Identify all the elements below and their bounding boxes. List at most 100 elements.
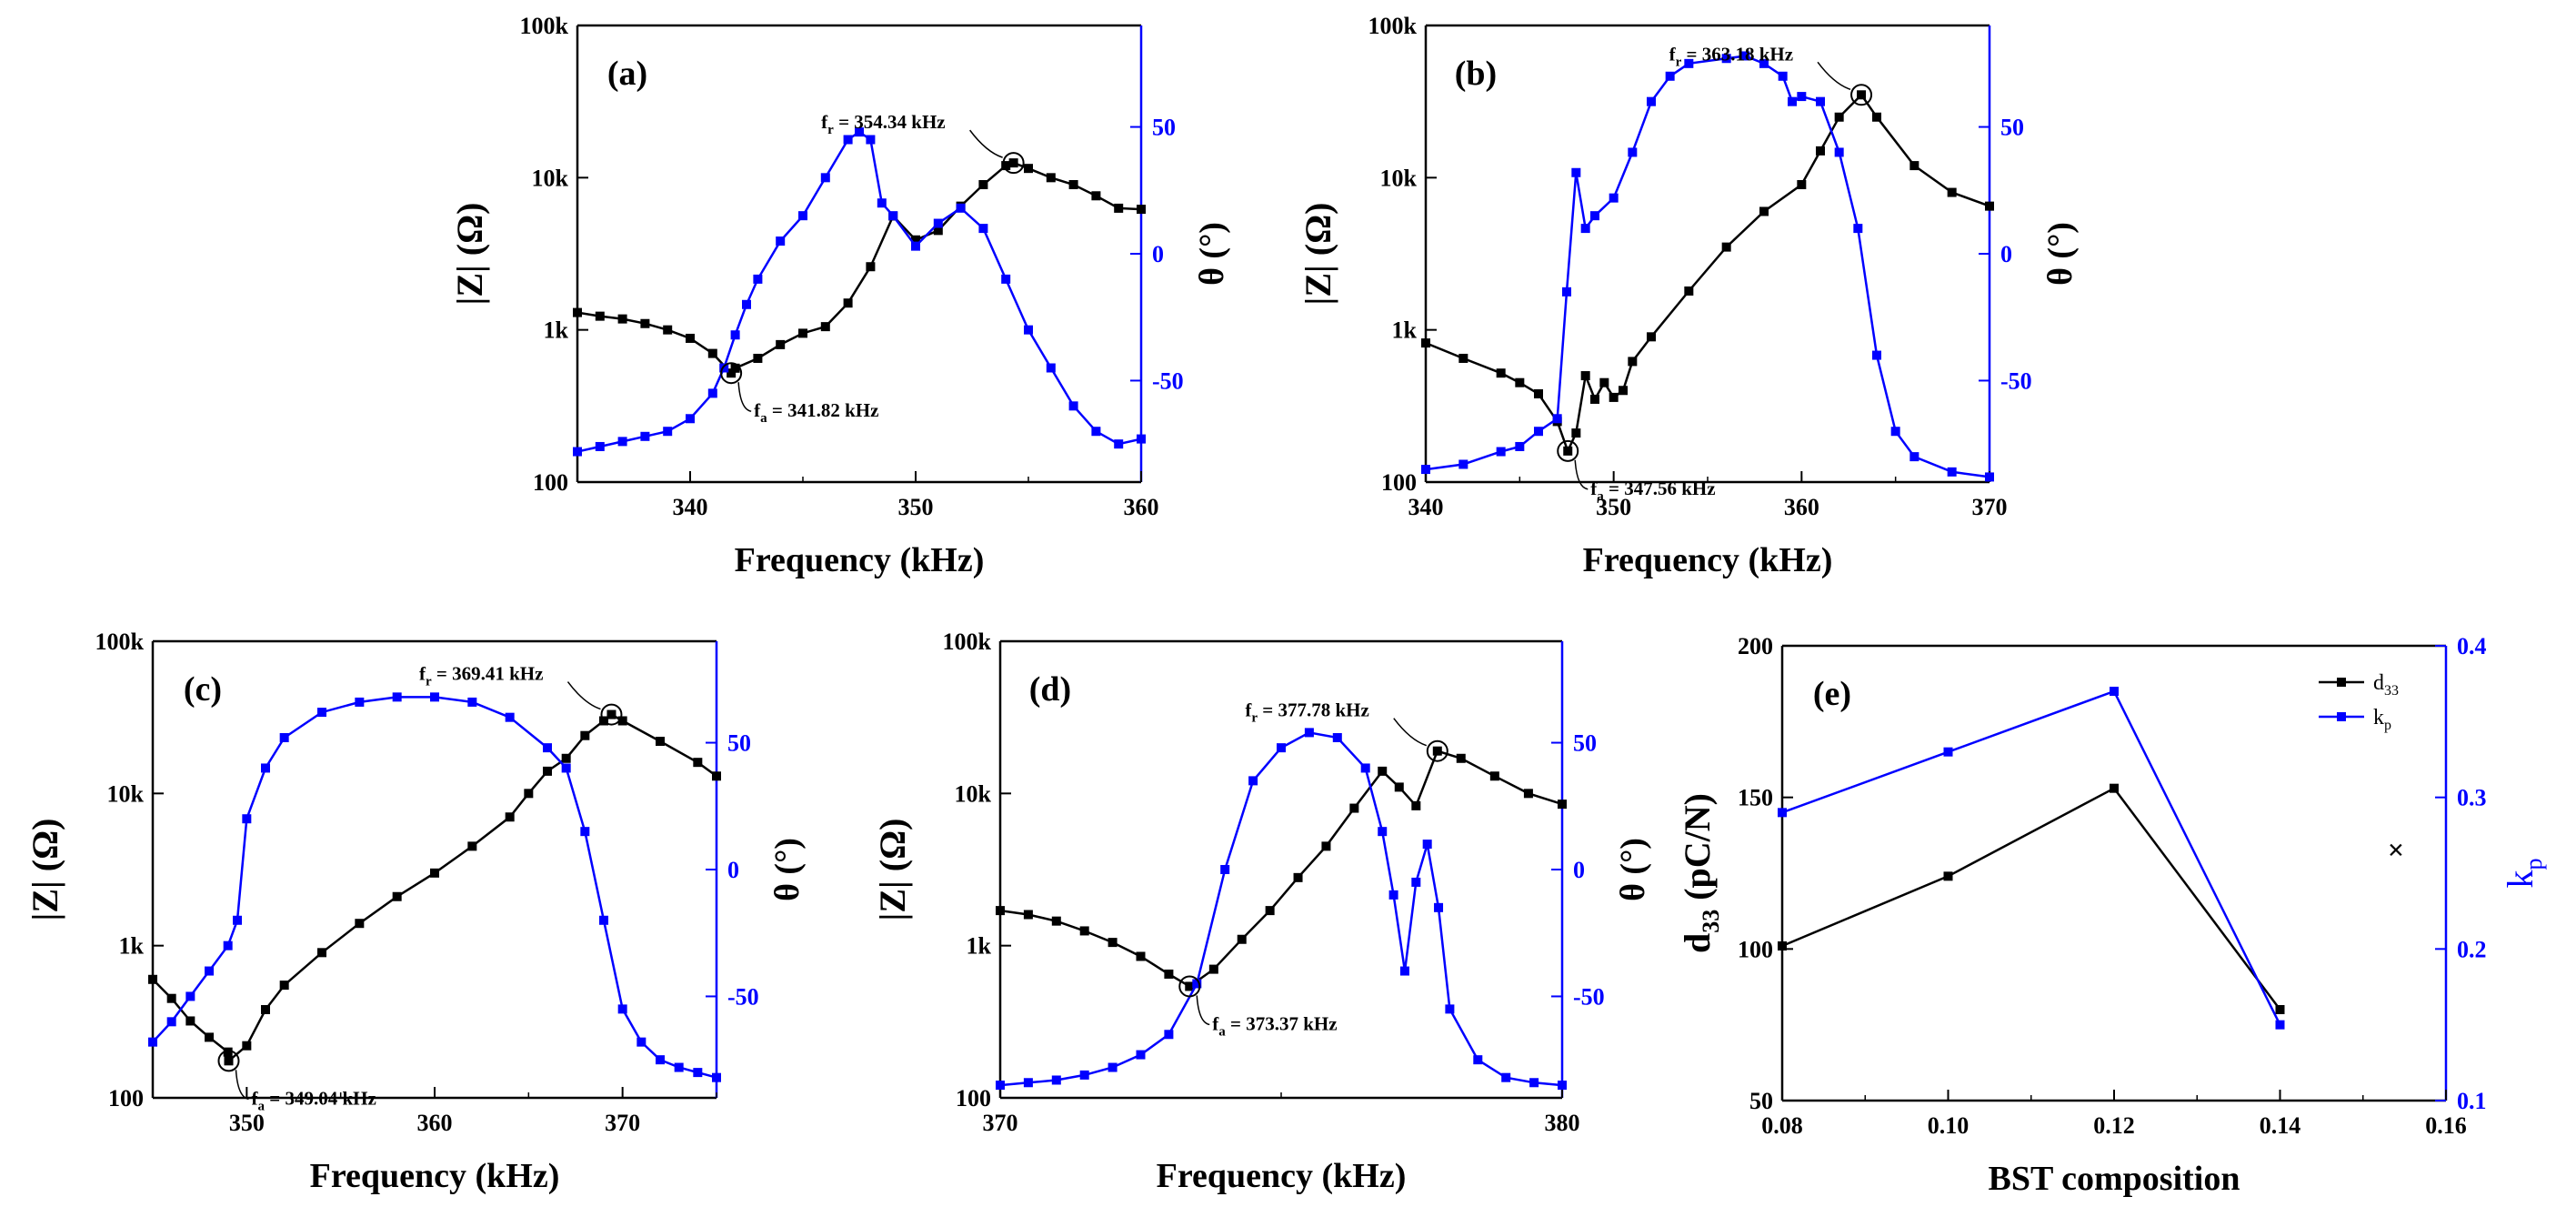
series-left-impedance-point — [1857, 90, 1867, 100]
series-right-phase-point — [1947, 467, 1957, 477]
annotation-marker — [600, 703, 623, 726]
series-left-impedance-point — [224, 1056, 234, 1066]
series-right-phase-point — [1778, 71, 1788, 81]
series-left-impedance-point — [911, 235, 920, 245]
series-left-impedance-point — [996, 906, 1005, 916]
series-right-phase-point — [636, 1037, 647, 1047]
x-tick-label: 0.10 — [1928, 1112, 1970, 1139]
series-right-phase-point — [1890, 427, 1900, 437]
series-left-impedance-point — [798, 328, 807, 338]
legend-marker — [2337, 678, 2346, 687]
x-tick-label: 370 — [983, 1110, 1018, 1136]
x-tick-label: 0.12 — [2093, 1112, 2135, 1139]
series-right-kp-point — [1943, 747, 1953, 757]
series-left-impedance-point — [1046, 173, 1056, 183]
series-right-phase-point — [1496, 447, 1506, 457]
series-right-phase-point — [1834, 147, 1844, 157]
x-tick-label: 350 — [898, 494, 934, 520]
x-axis-title: Frequency (kHz) — [1583, 541, 1833, 579]
series-left-impedance-point — [166, 993, 176, 1003]
y-right-tick-label: 0 — [1152, 241, 1164, 267]
series-right-phase-point — [1580, 224, 1590, 234]
x-axis-title: Frequency (kHz) — [1157, 1157, 1407, 1195]
series-right-phase-point — [730, 330, 740, 340]
series-left-impedance-point — [1349, 803, 1359, 813]
series-left-d33-point — [2275, 1005, 2285, 1014]
y-left-tick-label: 150 — [1738, 785, 1773, 811]
annotation-marker — [720, 362, 743, 385]
annotation-arrow — [737, 382, 752, 412]
y-right-tick-label: 0.2 — [2457, 936, 2487, 962]
x-tick-label: 350 — [1596, 494, 1631, 520]
series-right-phase-point — [663, 427, 673, 437]
series-left-impedance-point — [185, 1016, 195, 1026]
annotation-arrow — [235, 1070, 249, 1101]
y-left-tick-label: 100k — [943, 629, 992, 655]
series-left-impedance-point — [1293, 872, 1303, 882]
series-left-impedance-point — [355, 919, 365, 929]
annotation-label: fa = 373.37 kHz — [1212, 1012, 1337, 1039]
y-left-tick-label: 1k — [544, 317, 569, 344]
series-right-phase-point — [877, 198, 887, 208]
x-tick-label: 360 — [1784, 494, 1819, 520]
series-left-impedance-point — [617, 314, 627, 324]
series-left-impedance-point — [205, 1032, 214, 1042]
annotation-arrow — [1393, 718, 1428, 747]
series-left-impedance-point — [430, 868, 439, 878]
series-left-impedance-point — [595, 311, 605, 321]
series-right-phase-point — [261, 763, 270, 773]
series-left-impedance-point — [606, 709, 616, 719]
series-left-impedance-point — [820, 322, 830, 332]
series-left-impedance-point — [1008, 158, 1018, 168]
series-left-impedance-point — [1496, 368, 1506, 378]
series-left-d33-line — [1781, 787, 2281, 1011]
series-right-phase-point — [1445, 1004, 1455, 1014]
series-left-impedance-point — [1489, 771, 1499, 781]
annotation-label: fa = 347.56 kHz — [1590, 478, 1715, 504]
series-right-phase-point — [1788, 96, 1797, 106]
series-left-impedance-point — [1523, 789, 1533, 799]
series-right-phase-point — [712, 1072, 721, 1082]
series-right-phase-point — [1220, 865, 1230, 874]
series-right-phase-point — [1740, 51, 1750, 61]
series-right-phase-point — [595, 441, 605, 451]
series-left-impedance-point — [1068, 179, 1078, 189]
series-right-phase-point — [1721, 54, 1731, 64]
series-right-phase-point — [719, 363, 729, 373]
y-right-axis-title: θ (°) — [1193, 222, 1231, 286]
series-right-phase-point — [996, 1081, 1005, 1091]
series-right-phase-point — [242, 814, 252, 824]
series-left-impedance-point — [1609, 392, 1619, 402]
annotation-label: fr = 363.18 kHz — [1669, 43, 1793, 69]
x-tick-label: 360 — [417, 1110, 453, 1136]
series-right-phase-line — [1425, 55, 1990, 478]
series-left-impedance-point — [663, 325, 673, 335]
series-right-phase-point — [707, 388, 717, 398]
series-right-phase-point — [1108, 1062, 1118, 1072]
series-left-impedance-point — [1378, 766, 1388, 776]
series-left-impedance-point — [730, 363, 740, 373]
series-right-phase-point — [1378, 827, 1388, 837]
series-left-impedance-point — [467, 841, 477, 851]
series-right-phase-point — [911, 241, 920, 251]
series-left-impedance-point — [1684, 286, 1694, 296]
series-right-phase-point — [798, 211, 807, 221]
panel-label: (e) — [1813, 675, 1851, 713]
x-tick-label: 340 — [673, 494, 708, 520]
series-right-phase-point — [674, 1062, 684, 1072]
annotation-marker — [217, 1050, 240, 1072]
series-right-phase-point — [933, 218, 943, 228]
series-right-phase-point — [1853, 224, 1863, 234]
x-tick-label: 370 — [605, 1110, 640, 1136]
y-right-tick-label: -50 — [727, 983, 759, 1010]
series-left-impedance-point — [1411, 800, 1421, 810]
y-left-tick-label: 10k — [107, 780, 145, 807]
series-left-impedance-point — [1137, 205, 1146, 215]
series-right-kp-point — [2275, 1020, 2285, 1030]
y-right-tick-label: 0 — [1573, 857, 1585, 883]
y-right-tick-label: 0 — [727, 857, 739, 883]
annotation-label: fa = 341.82 kHz — [754, 399, 878, 426]
series-right-phase-point — [1501, 1072, 1511, 1082]
series-left-impedance-point — [1456, 753, 1466, 763]
series-right-phase-point — [1023, 1078, 1033, 1088]
